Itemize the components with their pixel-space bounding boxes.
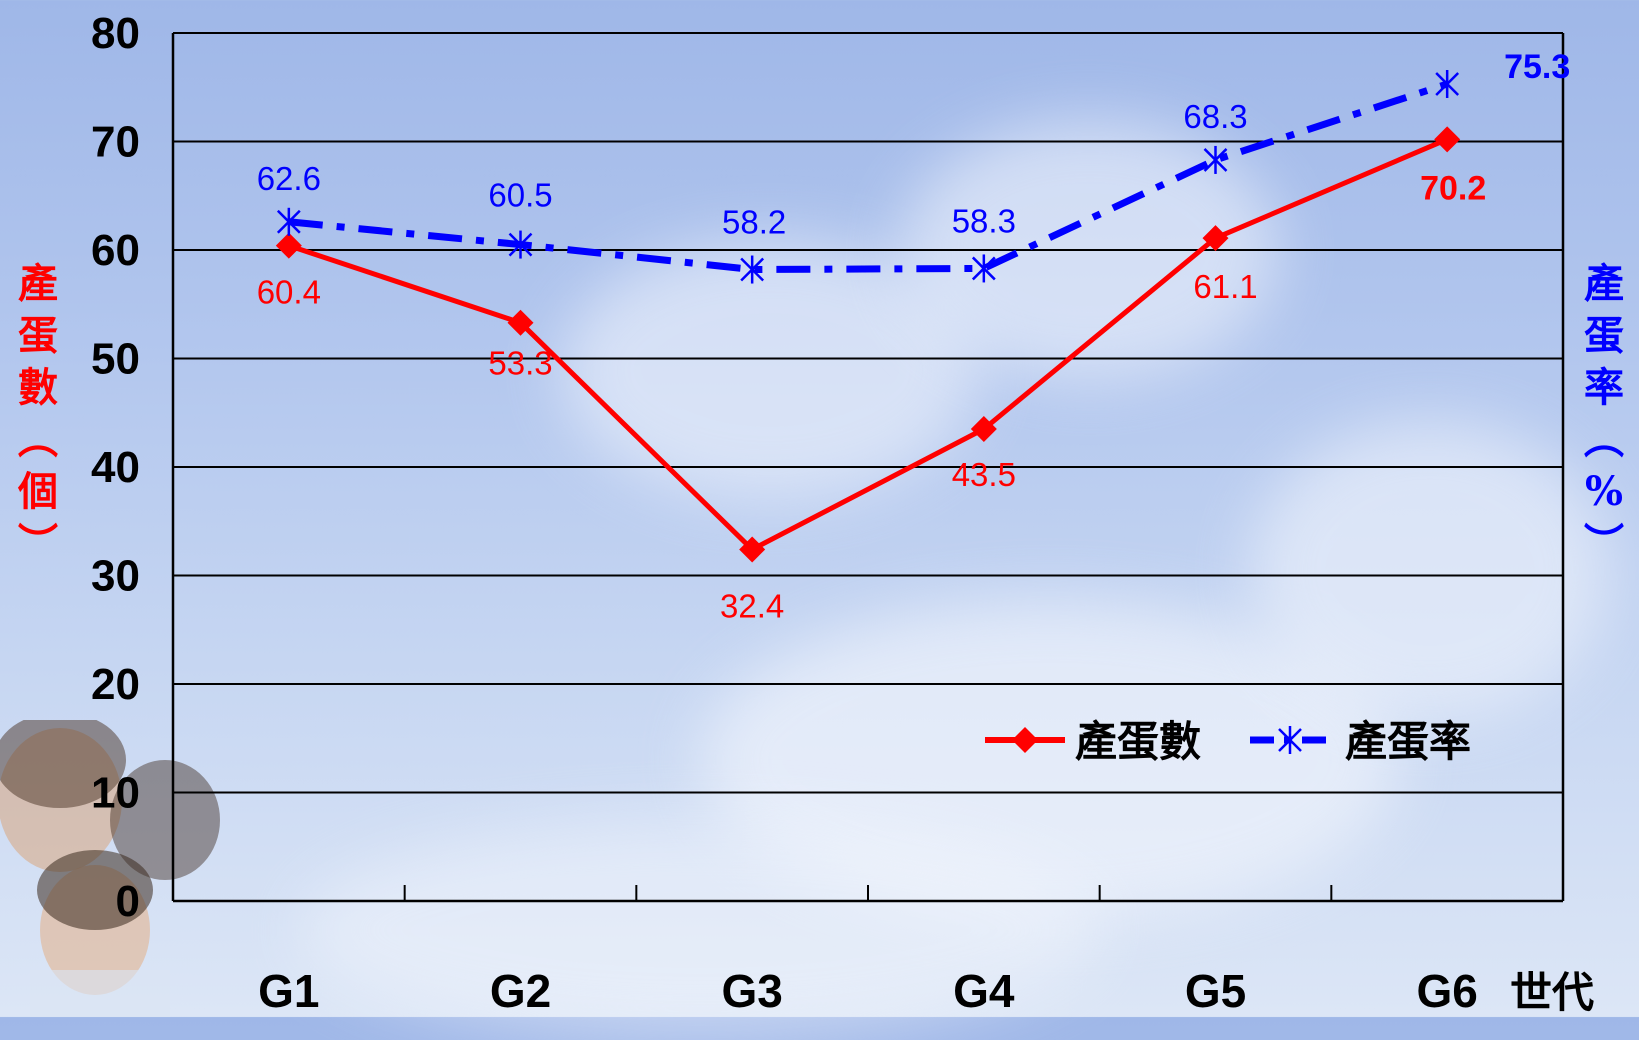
x-tick-label: G5	[1185, 965, 1246, 1017]
left-axis-char: ︶	[18, 520, 58, 567]
y-tick-label: 20	[91, 660, 140, 709]
family-photo	[0, 720, 220, 1017]
legend-label: 產蛋率	[1345, 717, 1471, 766]
data-label: 60.4	[257, 274, 321, 311]
data-label: 58.2	[722, 204, 786, 241]
x-tick-label: G3	[721, 965, 782, 1017]
x-tick-label: G6	[1416, 965, 1477, 1017]
x-axis-title: 世代	[1510, 968, 1594, 1017]
series-line	[288, 137, 1449, 552]
right-axis-char: 率	[1584, 364, 1624, 411]
series-2: 62.6 60.5 58.2 58.3 68.3 75.3	[257, 48, 1570, 284]
left-axis-char: 數	[18, 364, 58, 411]
series-1: 60.4 53.3 32.4 43.5 61.1 70.2	[257, 126, 1486, 624]
right-axis-title: 產 蛋 率 ︵ % ︶	[1574, 258, 1634, 570]
y-tick-label: 60	[91, 226, 140, 275]
y-tick-label: 0	[116, 877, 140, 926]
right-axis-char: 蛋	[1584, 312, 1624, 359]
x-tick-label: G1	[258, 965, 319, 1017]
data-label: 58.3	[952, 202, 1016, 239]
y-tick-label: 80	[91, 9, 140, 58]
diamond-marker	[1012, 727, 1038, 753]
diamond-marker	[739, 536, 766, 563]
diamond-marker	[275, 232, 302, 259]
y-tick-label: 30	[91, 552, 140, 601]
axes	[171, 33, 1565, 903]
y-tick-label: 70	[91, 118, 140, 167]
y-tick-label: 50	[91, 335, 140, 384]
diamond-marker	[1434, 126, 1461, 153]
cloud	[1250, 420, 1610, 720]
data-label: 53.3	[488, 345, 552, 382]
data-label: 60.5	[488, 177, 552, 214]
legend-label: 產蛋數	[1075, 717, 1201, 766]
right-axis-char: %	[1584, 468, 1623, 515]
right-axis-char: ︵	[1584, 416, 1624, 463]
series: 60.4 53.3 32.4 43.5 61.1 70.2 62.6 60.5 58.2 58.3…	[257, 48, 1571, 624]
diamond-marker	[970, 416, 997, 443]
left-axis-char: 產	[18, 260, 58, 307]
y-tick-labels: 0 10 20 30 40 50 60 70 80	[91, 9, 140, 926]
gridlines	[173, 32, 1563, 794]
left-axis-title: 產 蛋 數 ︵ 個 ︶	[8, 258, 68, 570]
data-label: 68.3	[1183, 98, 1247, 135]
right-axis-char: 產	[1584, 260, 1624, 307]
series-line	[288, 80, 1449, 274]
left-axis-char: ︵	[18, 416, 58, 463]
legend: 產蛋數 產蛋率	[985, 717, 1471, 766]
left-axis-char: 蛋	[18, 312, 58, 359]
x-tick-labels: G1 G2 G3 G4 G5 G6	[258, 965, 1478, 1017]
line-chart: 0 10 20 30 40 50 60 70 80 G1 G2 G3 G4 G5 G6 60.4 53.3 3…	[91, 9, 1594, 1017]
data-label: 70.2	[1420, 169, 1486, 207]
data-label: 75.3	[1504, 48, 1570, 86]
data-label: 61.1	[1193, 268, 1257, 305]
y-tick-label: 10	[91, 769, 140, 818]
x-tick-label: G2	[490, 965, 551, 1017]
data-label: 43.5	[952, 456, 1016, 493]
data-label: 32.4	[720, 587, 784, 624]
y-tick-label: 40	[91, 443, 140, 492]
cloud	[300, 820, 1100, 1040]
diamond-marker	[1202, 225, 1229, 252]
data-label: 62.6	[257, 160, 321, 197]
left-axis-char: 個	[18, 468, 58, 515]
diamond-marker	[507, 309, 534, 336]
right-axis-char: ︶	[1584, 520, 1624, 567]
x-tick-label: G4	[953, 965, 1015, 1017]
